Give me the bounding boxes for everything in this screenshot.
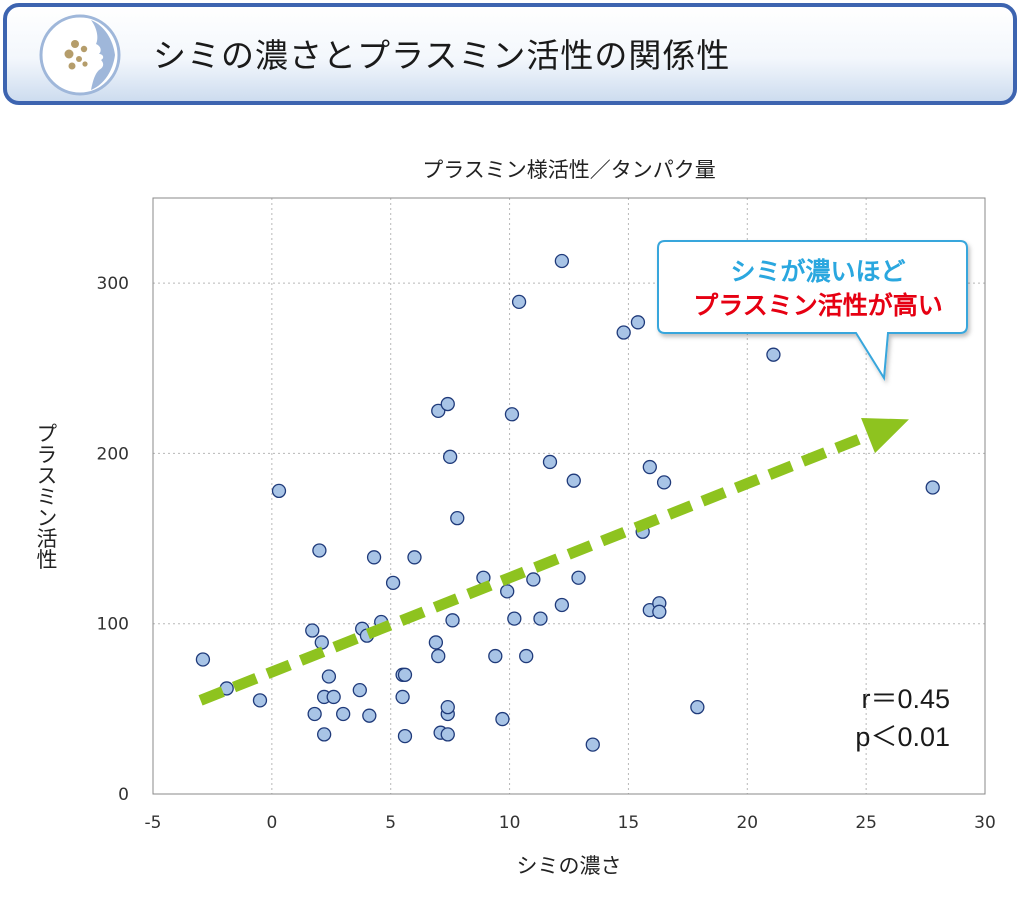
data-point (766, 347, 781, 362)
trend-arrow (198, 418, 909, 706)
data-point (440, 700, 455, 715)
data-point (440, 396, 455, 412)
data-point (336, 706, 351, 722)
data-point (442, 449, 458, 464)
data-point (642, 459, 657, 475)
page-title: シミの濃さとプラスミン活性の関係性 (153, 36, 731, 75)
data-point (431, 648, 446, 664)
grid-lines (153, 198, 985, 794)
data-point (407, 550, 422, 565)
annotation-line-1: シミが濃いほど (730, 257, 906, 286)
stats-box: r＝0.45 p＜0.01 (820, 680, 950, 756)
x-axis-label: シミの濃さ (517, 854, 622, 878)
data-point (271, 483, 287, 499)
data-point (504, 407, 520, 422)
data-point (507, 611, 522, 626)
data-point (500, 584, 515, 599)
data-point (428, 635, 444, 650)
data-point (511, 294, 527, 310)
x-tick-label: 30 (974, 813, 996, 833)
data-point (450, 510, 465, 526)
data-point (362, 708, 377, 723)
data-point (554, 253, 570, 269)
data-point (195, 652, 211, 667)
annotation-line-2: プラスミン活性が高い (693, 291, 943, 320)
y-tick-labels: 0 100 200 300 (97, 274, 129, 805)
y-tick-label: 100 (97, 615, 129, 635)
data-point (312, 543, 327, 558)
face-spots-icon (39, 14, 121, 96)
trend-arrow-head (861, 418, 909, 454)
x-tick-label: -5 (145, 813, 162, 833)
data-point (690, 700, 705, 715)
data-point (630, 315, 646, 330)
x-tick-label: 25 (855, 813, 877, 833)
correlation-r: r＝0.45 (861, 684, 950, 714)
data-point (519, 648, 534, 664)
data-point (554, 597, 570, 613)
data-point (352, 682, 367, 698)
data-point (495, 711, 510, 727)
data-point (533, 611, 548, 626)
data-point (616, 325, 631, 340)
x-tick-labels: -5 0 5 10 15 20 25 30 (145, 813, 996, 833)
x-tick-label: 5 (385, 813, 396, 833)
data-point (397, 728, 413, 744)
data-point (431, 403, 446, 419)
data-point (925, 480, 940, 495)
data-point (252, 693, 268, 708)
trend-arrow-shaft (198, 430, 871, 706)
data-point (445, 613, 460, 628)
data-point (652, 604, 667, 619)
data-point (585, 737, 600, 752)
data-point (526, 572, 541, 587)
data-point (571, 570, 586, 585)
data-point (566, 473, 581, 488)
y-tick-label: 0 (118, 785, 129, 805)
chart-title: プラスミン様活性／タンパク量 (422, 158, 716, 182)
data-point (305, 623, 320, 638)
data-point (307, 706, 322, 722)
data-point (326, 689, 341, 705)
y-tick-label: 200 (97, 444, 129, 464)
x-tick-label: 15 (618, 813, 640, 833)
data-points (195, 253, 940, 752)
plot-area (152, 197, 986, 795)
title-banner: シミの濃さとプラスミン活性の関係性 (3, 3, 1017, 105)
data-point (366, 550, 382, 565)
y-axis-label: プラスミン活性 (34, 423, 58, 570)
data-point (395, 689, 410, 705)
data-point (542, 454, 558, 470)
data-point (317, 727, 332, 742)
p-value: p＜0.01 (855, 722, 950, 752)
annotation-callout (657, 240, 968, 382)
data-point (488, 648, 503, 664)
data-point (656, 475, 672, 490)
x-tick-label: 20 (736, 813, 758, 833)
data-point (314, 635, 329, 650)
y-tick-label: 300 (97, 274, 129, 294)
data-point (385, 575, 401, 590)
data-point (321, 669, 337, 684)
data-point (440, 727, 455, 742)
x-tick-label: 10 (499, 813, 521, 833)
x-tick-label: 0 (266, 813, 277, 833)
data-point (397, 667, 413, 682)
